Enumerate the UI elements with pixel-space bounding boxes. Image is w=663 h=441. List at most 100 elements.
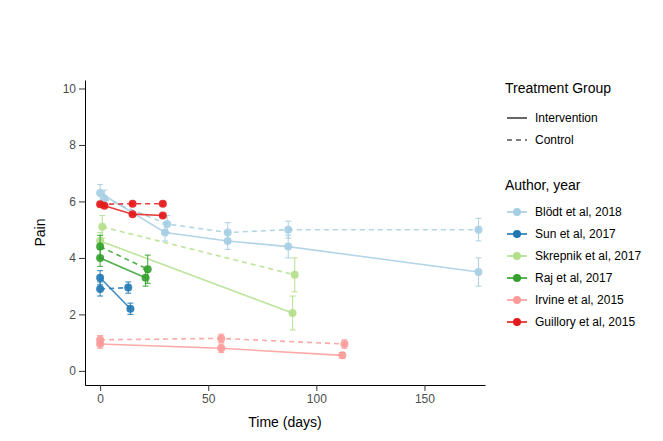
error-bar-line — [290, 295, 296, 296]
point — [159, 200, 167, 208]
point — [142, 274, 150, 282]
error-bar-line — [145, 255, 151, 256]
error-bar-line — [476, 257, 482, 258]
error-bar — [218, 334, 224, 342]
legend: Treatment GroupInterventionControlAuthor… — [505, 80, 641, 329]
chart: 0501001500246810Time (days)PainTreatment… — [0, 0, 663, 441]
series — [98, 216, 298, 292]
error-bar-line — [290, 329, 296, 330]
error-bar-line — [97, 184, 103, 185]
x-tick-label: 150 — [415, 392, 435, 406]
x-axis-title: Time (days) — [248, 414, 321, 430]
series — [100, 190, 482, 242]
error-bar-line — [164, 232, 170, 233]
point — [224, 229, 232, 237]
series-line — [102, 227, 294, 275]
y-tick-label: 6 — [69, 195, 76, 209]
error-bar — [125, 282, 131, 293]
y-tick: 2 — [69, 308, 85, 322]
legend-key — [513, 208, 521, 216]
y-axis-title: Pain — [32, 218, 48, 246]
legend-key — [513, 230, 521, 238]
plot-area — [96, 184, 482, 359]
x-tick-label: 50 — [202, 392, 216, 406]
point — [144, 265, 152, 273]
y-tick: 8 — [69, 138, 85, 152]
error-bar — [476, 218, 482, 241]
y-tick-mark — [79, 314, 85, 315]
x-tick-mark — [208, 385, 209, 391]
y-tick-mark — [79, 201, 85, 202]
point — [159, 212, 167, 220]
error-bar-line — [225, 242, 231, 243]
y-tick: 10 — [63, 82, 85, 96]
point — [340, 340, 348, 348]
x-axis-line — [86, 385, 486, 386]
series — [96, 249, 149, 286]
point — [129, 210, 137, 218]
x-tick: 50 — [202, 385, 216, 406]
legend-key — [513, 296, 521, 304]
error-bar-line — [292, 257, 298, 258]
error-bar — [145, 255, 151, 283]
error-bar-line — [125, 293, 131, 294]
point — [129, 200, 137, 208]
error-bar — [476, 258, 482, 286]
error-bar-line — [97, 295, 103, 296]
series-line — [100, 344, 342, 355]
y-tick: 6 — [69, 195, 85, 209]
series — [96, 271, 134, 315]
error-bar — [99, 216, 105, 239]
error-bar — [97, 336, 103, 344]
error-bar-line — [476, 218, 482, 219]
legend-label: Sun et al, 2017 — [535, 227, 616, 241]
error-bar-line — [97, 270, 103, 271]
legend-key — [507, 117, 527, 118]
point — [475, 226, 483, 234]
y-tick-label: 8 — [69, 138, 76, 152]
error-bar-line — [97, 235, 103, 236]
x-axis: 050100150 — [86, 385, 486, 406]
series — [96, 282, 132, 296]
x-tick-mark — [424, 385, 425, 391]
point — [217, 344, 225, 352]
error-bar-line — [285, 238, 291, 239]
error-bar-line — [225, 222, 231, 223]
error-bar-line — [162, 240, 168, 241]
series — [96, 235, 152, 283]
point — [291, 271, 299, 279]
point — [163, 220, 171, 228]
error-bar-line — [97, 266, 103, 267]
error-bar-line — [292, 291, 298, 292]
legend-key — [507, 139, 527, 140]
x-tick: 100 — [307, 385, 327, 406]
y-tick-mark — [79, 145, 85, 146]
series-line — [100, 193, 478, 272]
series-line — [100, 258, 145, 278]
y-tick: 0 — [69, 364, 85, 378]
legend-label: Skrepnik et al, 2017 — [535, 249, 641, 263]
legend-label: Irvine et al, 2015 — [535, 293, 624, 307]
error-bar — [290, 296, 296, 330]
error-bar-line — [97, 281, 103, 282]
series-line — [100, 288, 128, 289]
error-bar — [97, 282, 103, 296]
series — [96, 334, 348, 348]
point — [338, 351, 346, 359]
point — [96, 274, 104, 282]
point — [284, 226, 292, 234]
point — [96, 285, 104, 293]
y-tick-mark — [79, 88, 85, 89]
legend-label: Raj et al, 2017 — [535, 271, 613, 285]
y-tick-label: 4 — [69, 251, 76, 265]
point — [284, 243, 292, 251]
y-tick-mark — [79, 258, 85, 259]
series-line — [100, 278, 130, 309]
error-bar — [341, 340, 347, 348]
error-bar-line — [127, 314, 133, 315]
error-bar-line — [143, 286, 149, 287]
legend-key — [513, 318, 521, 326]
y-tick: 4 — [69, 251, 85, 265]
point — [96, 336, 104, 344]
point — [289, 309, 297, 317]
